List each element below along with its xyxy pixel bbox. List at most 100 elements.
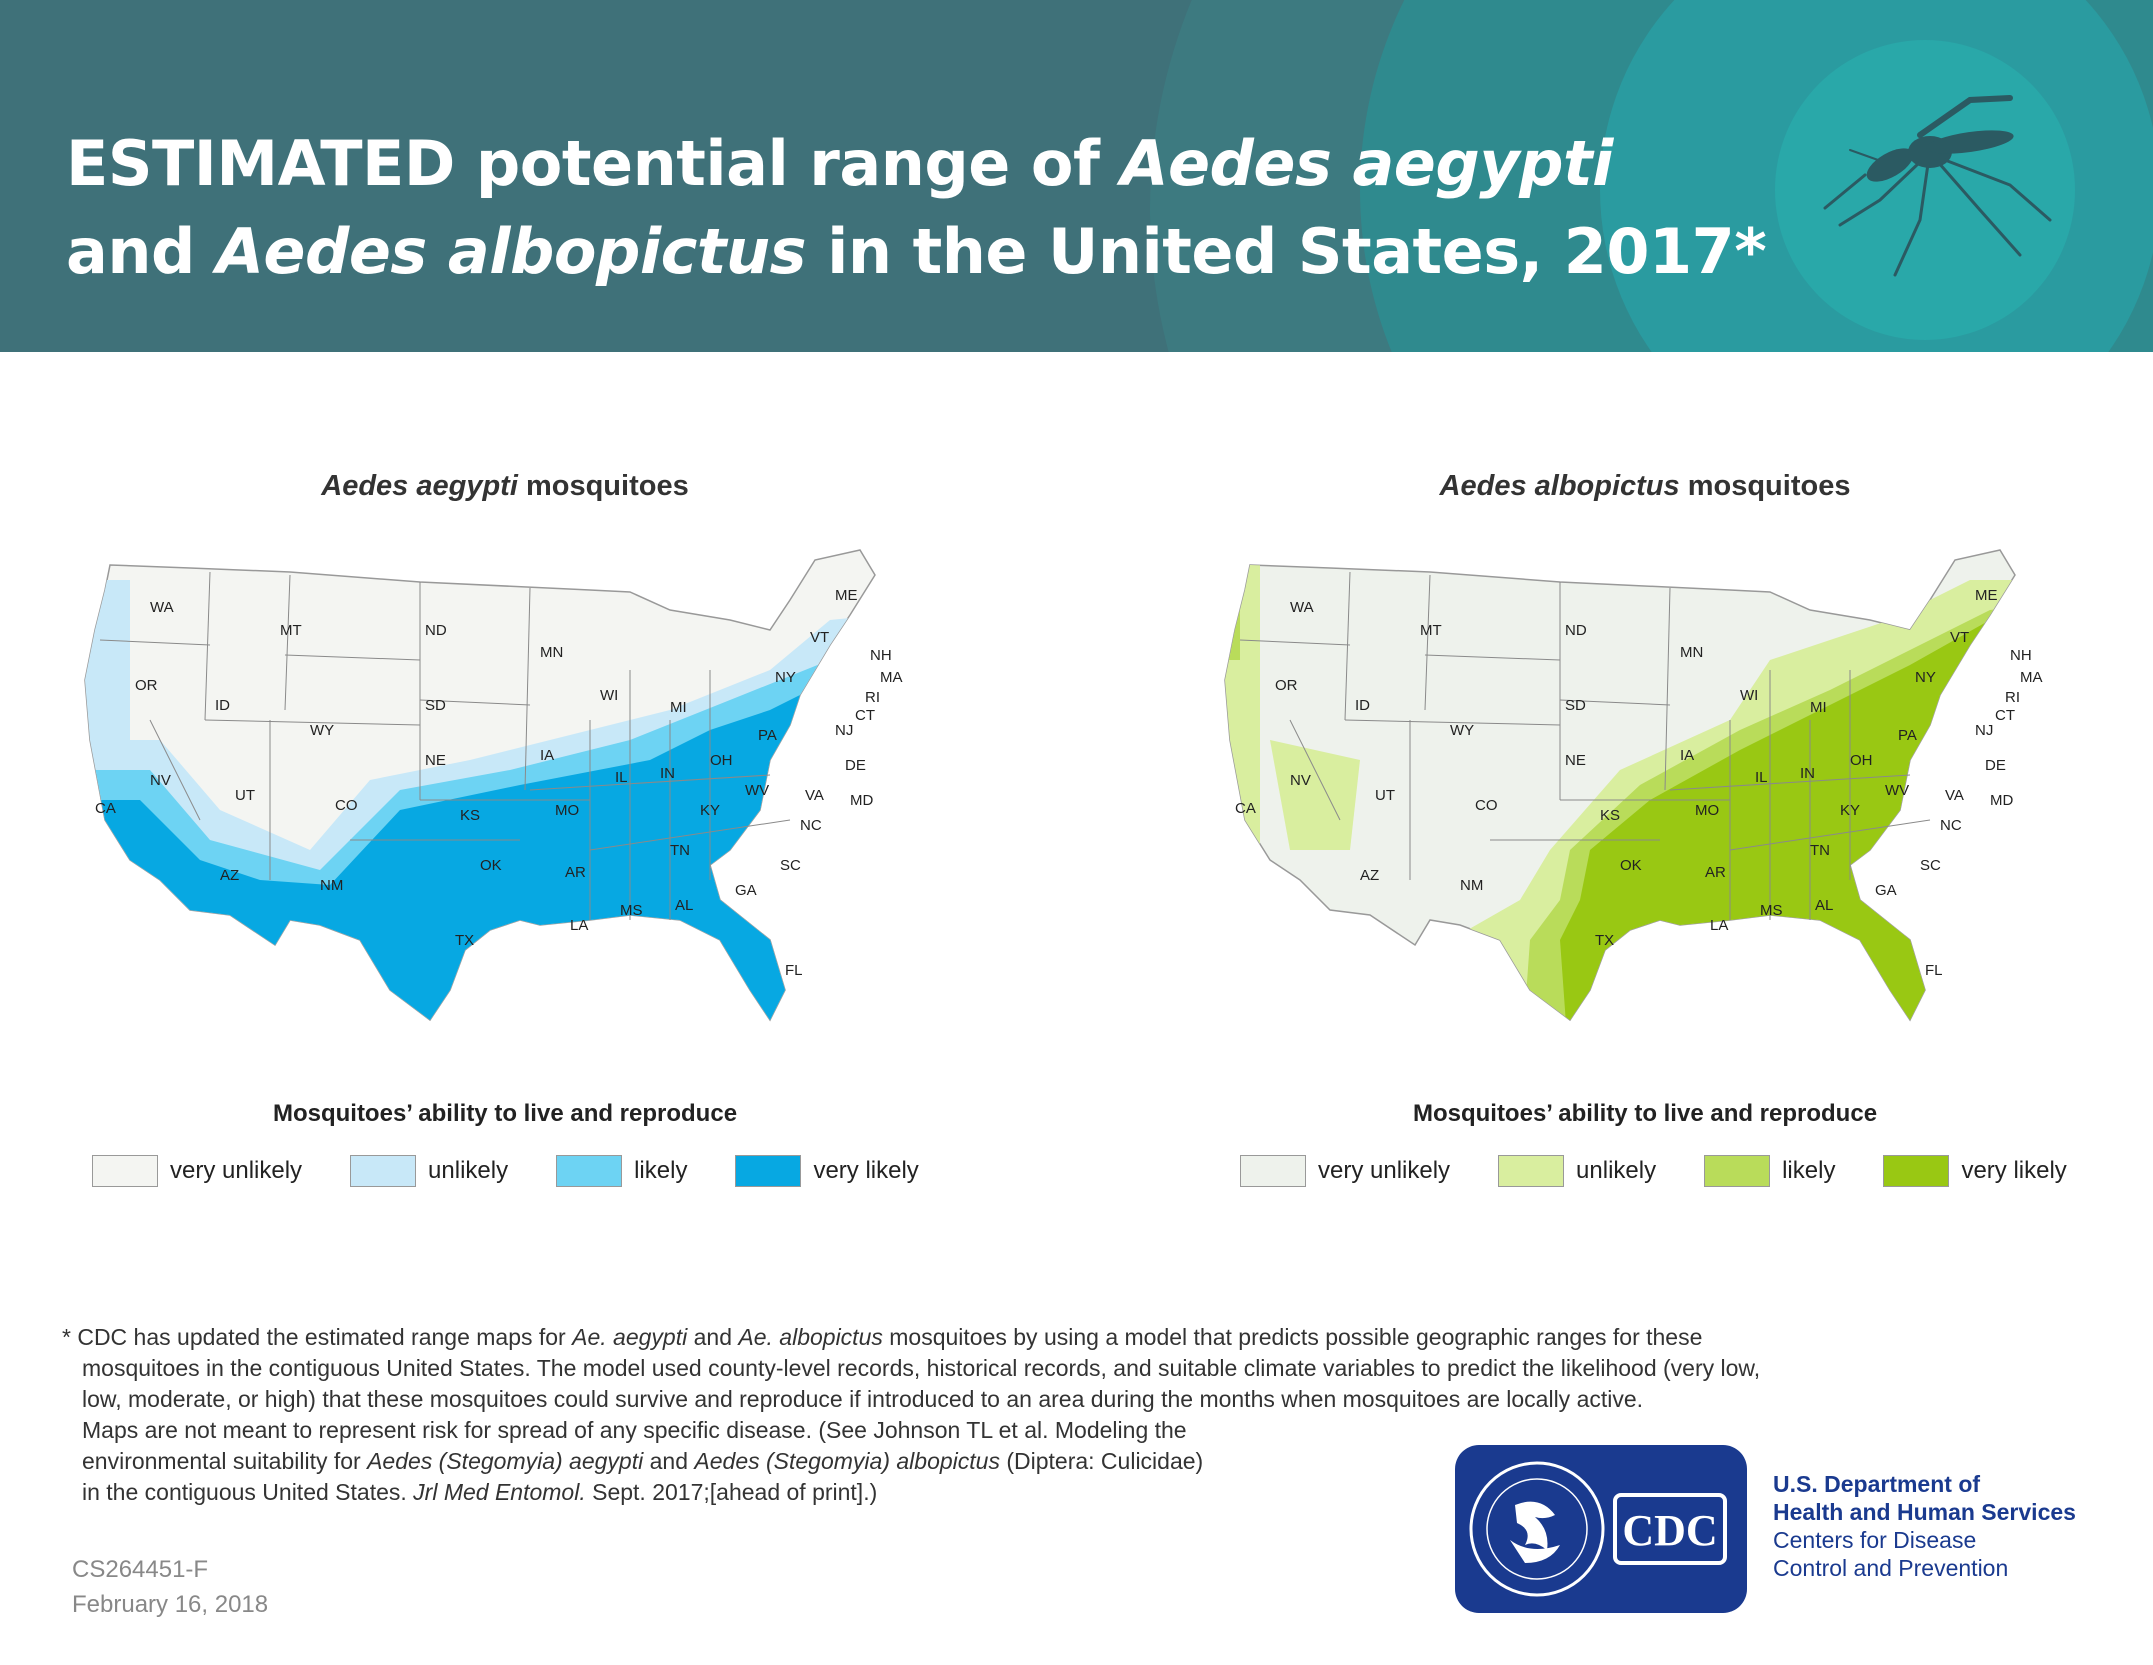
- aegypti-map-panel: Aedes aegypti mosquitoes WA MT ND MN ME: [30, 470, 980, 1230]
- state-label: WA: [1290, 599, 1314, 616]
- agency-line: Control and Prevention: [1773, 1555, 2009, 1581]
- state-label: MD: [1990, 792, 2013, 809]
- legend-label: very likely: [1961, 1157, 2067, 1184]
- state-label: NJ: [1975, 722, 1993, 739]
- state-label: LA: [1710, 917, 1728, 934]
- state-label: ND: [1565, 622, 1587, 639]
- legend-label: very unlikely: [170, 1157, 303, 1184]
- state-label: KS: [1600, 807, 1620, 824]
- legend-label: unlikely: [428, 1157, 509, 1184]
- state-label: NY: [775, 669, 796, 686]
- legend-swatch: [1240, 1155, 1306, 1187]
- state-label: FL: [1925, 962, 1943, 979]
- state-label: CT: [1995, 707, 2015, 724]
- state-label: AR: [565, 864, 586, 881]
- state-label: NJ: [835, 722, 853, 739]
- albopictus-map-panel: Aedes albopictus mosquitoes WA MT ND: [1170, 470, 2120, 1230]
- albopictus-us-map[interactable]: WA MT ND MN ME OR ID SD WI MI NY VT NH M…: [1210, 520, 2070, 1080]
- albopictus-legend-title: Mosquitoes’ ability to live and reproduc…: [1412, 1100, 1878, 1127]
- state-label: NM: [320, 877, 343, 894]
- footnote-line: environmental suitability for Aedes (Ste…: [82, 1448, 1204, 1474]
- state-label: CA: [1235, 800, 1256, 817]
- state-label: ID: [215, 697, 230, 714]
- cdc-logo-text: CDC: [1622, 1506, 1717, 1555]
- state-label: CO: [335, 797, 358, 814]
- state-label: WV: [745, 782, 769, 799]
- state-label: NC: [800, 817, 822, 834]
- hhs-cdc-logo: CDC: [1455, 1445, 1747, 1613]
- state-label: NE: [1565, 752, 1586, 769]
- footnote-line: * CDC has updated the estimated range ma…: [62, 1324, 1703, 1350]
- legend-label: very likely: [813, 1157, 919, 1184]
- mosquito-icon: [1823, 95, 2052, 277]
- state-label: NV: [150, 772, 171, 789]
- state-label: OH: [710, 752, 733, 769]
- footnote-line: mosquitoes in the contiguous United Stat…: [82, 1355, 1761, 1381]
- legend-swatch: [735, 1155, 802, 1187]
- state-label: CA: [95, 800, 116, 817]
- legend-swatch: [556, 1155, 623, 1187]
- state-label: IA: [540, 747, 554, 764]
- state-label: WY: [310, 722, 334, 739]
- document-meta: CS264451-F February 16, 2018: [72, 1552, 268, 1622]
- state-label: IL: [615, 769, 628, 786]
- legend-swatch: [92, 1155, 158, 1187]
- state-label: LA: [570, 917, 588, 934]
- albopictus-legend: very unlikely unlikely likely very likel…: [1240, 1155, 2115, 1187]
- state-label: MT: [280, 622, 302, 639]
- legend-item: likely: [556, 1155, 687, 1187]
- state-label: WA: [150, 599, 174, 616]
- state-label: TX: [455, 932, 474, 949]
- state-label: MN: [1680, 644, 1703, 661]
- legend-item: very likely: [735, 1155, 919, 1187]
- zone-unlikely-west: [85, 580, 130, 740]
- state-label: OK: [480, 857, 502, 874]
- page-title: ESTIMATED potential range of Aedes aegyp…: [66, 127, 1767, 288]
- state-label: UT: [1375, 787, 1395, 804]
- state-label: MN: [540, 644, 563, 661]
- state-label: NM: [1460, 877, 1483, 894]
- state-label: GA: [1875, 882, 1897, 899]
- legend-label: likely: [1782, 1157, 1836, 1184]
- state-label: MS: [1760, 902, 1783, 919]
- aegypti-legend: very unlikely unlikely likely very likel…: [92, 1155, 967, 1187]
- agency-name: U.S. Department of Health and Human Serv…: [1773, 1470, 2076, 1582]
- state-label: DE: [845, 757, 866, 774]
- aegypti-map-title: Aedes aegypti mosquitoes: [321, 470, 689, 502]
- aegypti-us-map[interactable]: WA MT ND MN ME OR ID SD WI MI NY VT NH M…: [70, 520, 930, 1080]
- document-id: CS264451-F: [72, 1556, 209, 1583]
- legend-item: very unlikely: [1240, 1155, 1450, 1187]
- state-label: NH: [870, 647, 892, 664]
- state-label: RI: [865, 689, 880, 706]
- state-label: MA: [880, 669, 903, 686]
- header-banner: ESTIMATED potential range of Aedes aegyp…: [0, 0, 2153, 352]
- state-label: KS: [460, 807, 480, 824]
- state-label: RI: [2005, 689, 2020, 706]
- state-label: AR: [1705, 864, 1726, 881]
- legend-item: likely: [1704, 1155, 1835, 1187]
- state-label: OH: [1850, 752, 1873, 769]
- state-label: TN: [670, 842, 690, 859]
- state-label: AZ: [220, 867, 239, 884]
- state-label: AL: [675, 897, 693, 914]
- footnote: * CDC has updated the estimated range ma…: [62, 1322, 2042, 1508]
- state-label: IA: [1680, 747, 1694, 764]
- state-borders: [1239, 571, 1931, 920]
- state-label: AL: [1815, 897, 1833, 914]
- state-label: CO: [1475, 797, 1498, 814]
- state-label: MD: [850, 792, 873, 809]
- legend-swatch: [350, 1155, 417, 1187]
- state-label: SC: [1920, 857, 1941, 874]
- legend-label: likely: [634, 1157, 688, 1184]
- state-label: OK: [1620, 857, 1642, 874]
- state-label: KY: [1840, 802, 1860, 819]
- state-label: AZ: [1360, 867, 1379, 884]
- footnote-line: Maps are not meant to represent risk for…: [82, 1417, 1187, 1443]
- legend-item: unlikely: [350, 1155, 508, 1187]
- agency-line: Health and Human Services: [1773, 1499, 2076, 1525]
- state-label: GA: [735, 882, 757, 899]
- document-date: February 16, 2018: [72, 1591, 269, 1618]
- state-label: IN: [660, 765, 675, 782]
- state-label: PA: [758, 727, 777, 744]
- state-label: OR: [135, 677, 158, 694]
